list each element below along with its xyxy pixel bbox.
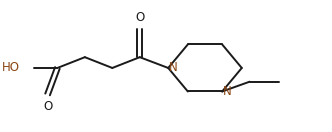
Text: N: N xyxy=(223,85,232,98)
Text: O: O xyxy=(43,100,52,113)
Text: N: N xyxy=(169,62,178,74)
Text: O: O xyxy=(135,11,144,24)
Text: HO: HO xyxy=(2,62,20,74)
